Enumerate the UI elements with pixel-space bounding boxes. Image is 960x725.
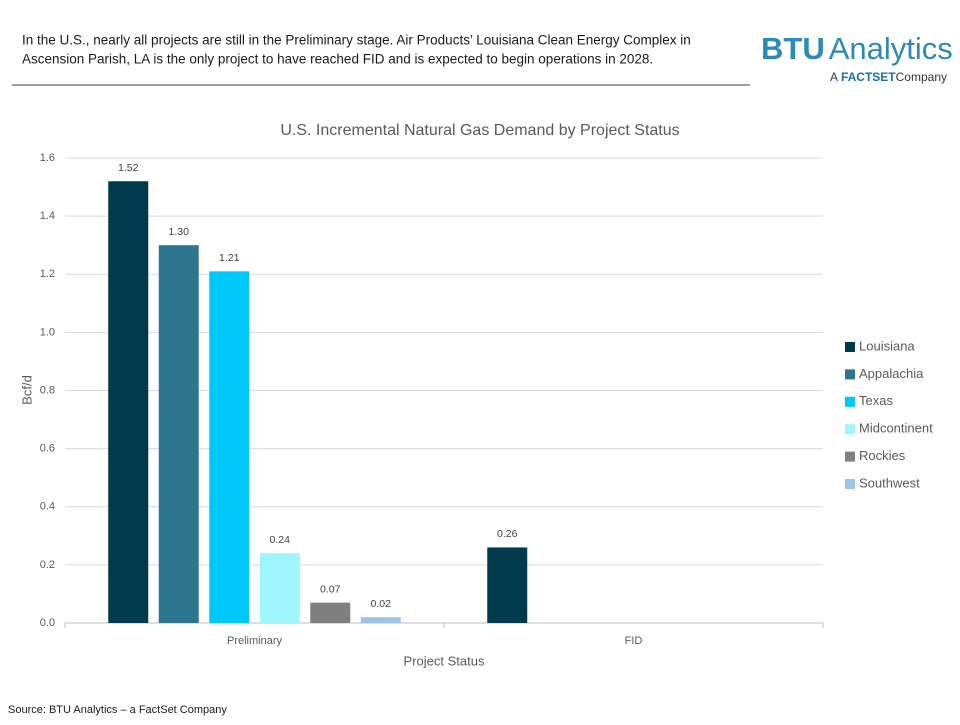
value-label: 1.21 [219,252,240,264]
bar [209,271,250,623]
legend-swatch [845,369,855,380]
x-tick-label: Preliminary [227,635,283,647]
legend-swatch [845,424,855,435]
y-tick-label: 0.4 [40,501,55,513]
x-tick-label: FID [625,635,643,647]
bar [108,181,149,623]
y-tick-label: 0.2 [40,559,55,571]
legend-label: Appalachia [859,366,924,381]
tagline-prefix: A [830,70,838,84]
y-tick-label: 0.6 [40,443,55,455]
y-tick-label: 1.4 [40,210,55,222]
logo-word: Analytics [829,31,953,66]
logo-tagline: A FACTSETCompany [830,70,947,84]
legend-label: Rockies [859,448,906,463]
legend-label: Midcontinent [859,421,933,436]
value-label: 0.24 [270,534,291,546]
bar [487,547,528,623]
header-text: Ascension Parish, LA is the only project… [22,52,653,67]
value-label: 1.52 [118,162,139,174]
y-tick-label: 1.6 [40,152,55,164]
value-label: 0.26 [497,528,518,540]
legend-label: Louisiana [859,338,915,353]
bar [158,245,199,623]
legend-swatch [845,396,855,407]
legend-label: Texas [859,393,893,408]
logo-brand: BTU [761,31,825,66]
y-tick-label: 1.2 [40,268,55,280]
chart-title: U.S. Incremental Natural Gas Demand by P… [280,122,679,139]
tagline-brand: FACTSET [841,70,896,84]
y-tick-label: 1.0 [40,326,55,338]
tagline-suffix: Company [896,70,947,84]
value-label: 0.02 [371,598,392,610]
logo: BTU Analytics [761,31,953,66]
legend-swatch [845,342,855,352]
y-tick-label: 0.0 [40,617,55,629]
header-text: In the U.S., nearly all projects are sti… [22,33,691,48]
bar [360,617,401,623]
source: Source: BTU Analytics – a FactSet Compan… [8,704,227,716]
x-axis-title: Project Status [404,653,485,668]
bar [259,553,300,623]
y-tick-label: 0.8 [40,384,55,396]
value-label: 0.07 [320,583,341,595]
legend-swatch [845,479,855,489]
bar [310,602,351,623]
legend-label: Southwest [859,475,920,490]
legend-swatch [845,451,855,462]
value-label: 1.30 [169,226,190,238]
y-axis-title: Bcf/d [19,375,34,405]
